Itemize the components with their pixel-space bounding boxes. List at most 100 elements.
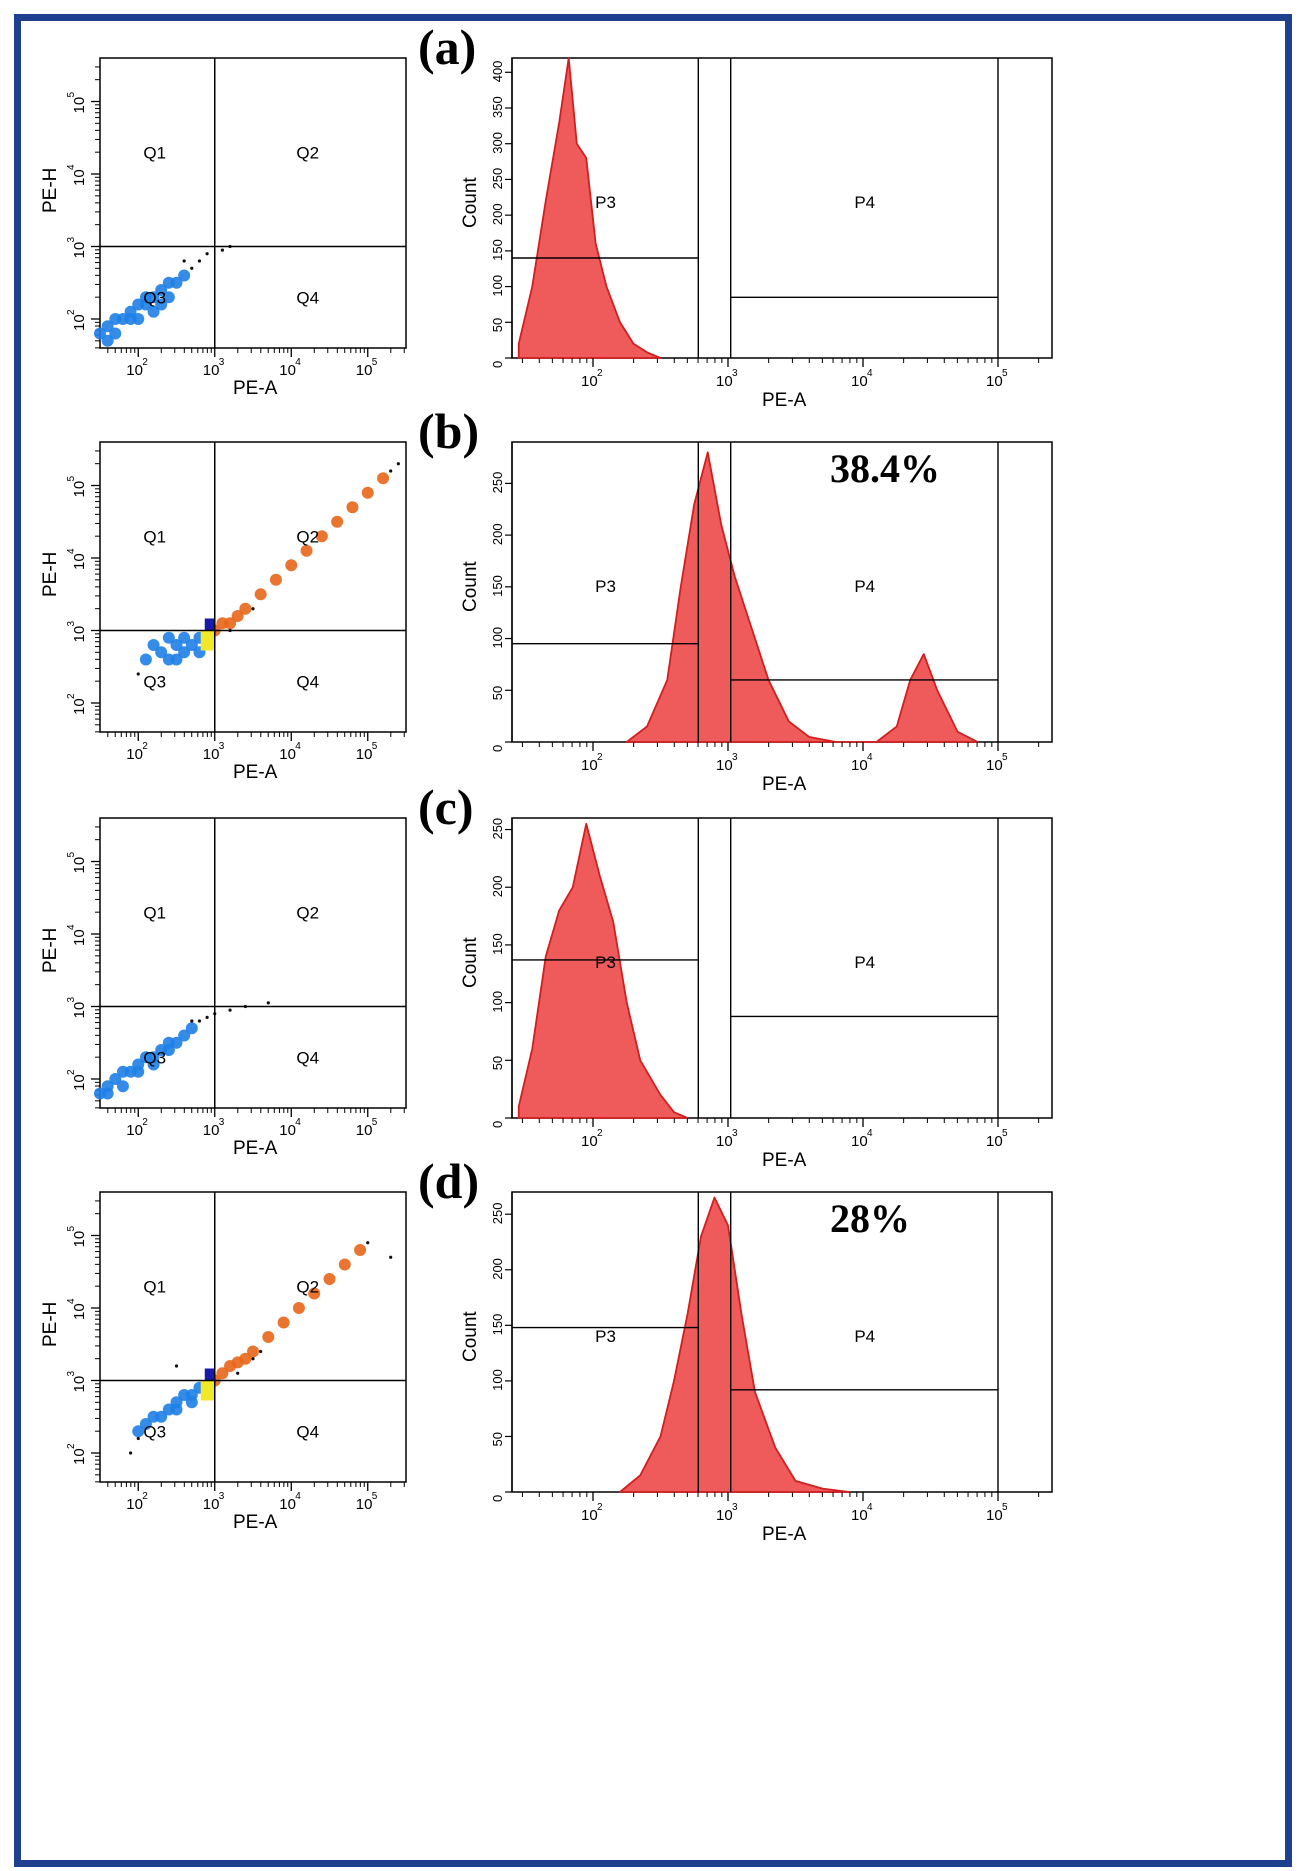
y-tick-group: 100 (490, 991, 505, 1013)
gate-label: P4 (854, 953, 875, 972)
quadrant-label-q3: Q3 (143, 288, 166, 307)
scatter-point (254, 588, 267, 601)
y-tick-label: 200 (490, 1258, 505, 1280)
y-tick-exponent: 3 (66, 237, 77, 243)
y-tick-group: 105 (66, 92, 88, 114)
gate-p4: P4 (730, 818, 999, 1118)
scatter-point (178, 1029, 191, 1042)
x-tick-exponent: 5 (1002, 368, 1008, 379)
y-axis-label: Count (460, 561, 481, 612)
x-tick-exponent: 2 (597, 368, 603, 379)
scatter-point (170, 276, 183, 289)
x-tick-exponent: 5 (372, 1491, 378, 1502)
y-tick-group: 150 (490, 933, 505, 955)
scatter-point (231, 610, 244, 622)
y-tick-exponent: 3 (66, 997, 77, 1003)
y-tick-label: 250 (490, 472, 505, 494)
x-tick-label: 10 (203, 1122, 220, 1139)
y-tick-group: 102 (66, 309, 88, 331)
x-tick-exponent: 3 (219, 357, 225, 368)
scatter-point (262, 1331, 275, 1343)
y-tick-group: 103 (66, 1371, 88, 1393)
x-tick-label: 10 (356, 1496, 373, 1513)
x-tick-label: 10 (851, 757, 868, 774)
y-axis-label-group: Count (460, 937, 481, 988)
y-axis-label-group: Count (460, 561, 481, 612)
figure-border (14, 14, 1292, 1867)
y-tick-label: 50 (490, 1432, 505, 1446)
scatter-point (170, 1036, 183, 1049)
scatter-point (185, 1396, 198, 1409)
y-tick-label: 10 (71, 1002, 88, 1019)
scatter-point (259, 1349, 263, 1354)
scatter-point (190, 266, 194, 270)
quadrant-label-q4: Q4 (296, 288, 319, 307)
x-tick-exponent: 3 (732, 1502, 738, 1513)
x-tick-label: 10 (126, 746, 143, 763)
y-tick-label: 10 (71, 97, 88, 114)
x-tick-exponent: 2 (142, 357, 148, 368)
scatter-point (361, 486, 374, 499)
scatter-point (178, 631, 191, 644)
y-tick-group: 104 (66, 164, 88, 186)
x-tick-label: 10 (986, 373, 1003, 390)
y-tick-label: 10 (71, 626, 88, 643)
scatter-point (185, 639, 198, 651)
y-tick-label: 150 (490, 239, 505, 261)
histogram-area (517, 822, 689, 1119)
x-tick-label: 10 (581, 1507, 598, 1524)
y-tick-group: 102 (66, 1443, 88, 1465)
x-tick-exponent: 4 (867, 368, 873, 379)
scatter-point (292, 1302, 305, 1314)
x-axis-label: PE-A (233, 378, 278, 399)
x-tick-label: 10 (203, 362, 220, 379)
y-tick-group: 103 (66, 237, 88, 259)
quadrant-label-q3: Q3 (143, 672, 166, 691)
y-tick-group: 350 (490, 96, 505, 118)
scatter-point (155, 646, 168, 659)
scatter-point (190, 1019, 194, 1023)
gate-low-box (200, 630, 215, 651)
population-q1q4 (182, 244, 232, 270)
scatter-point (132, 1425, 145, 1438)
population-q1q4 (129, 1241, 393, 1455)
quadrant-label-q1: Q1 (143, 143, 166, 162)
y-tick-exponent: 3 (66, 621, 77, 627)
y-tick-group: 200 (490, 1258, 505, 1280)
scatter-point (178, 269, 191, 282)
x-tick-exponent: 3 (219, 1491, 225, 1502)
scatter-point (315, 530, 328, 543)
x-tick-label: 10 (716, 757, 733, 774)
gate-p3: P3 (511, 818, 699, 1118)
y-tick-label: 10 (71, 929, 88, 946)
y-tick-group: 50 (490, 686, 505, 700)
panel-label: (c) (418, 779, 474, 835)
y-tick-group: 104 (66, 548, 88, 570)
histogram-frame (511, 441, 1053, 743)
histogram-frame (511, 1191, 1053, 1493)
scatter-point (197, 1019, 202, 1023)
scatter-point (308, 1287, 321, 1300)
y-tick-label: 250 (490, 1203, 505, 1225)
population-q1q4 (136, 462, 400, 676)
y-axis-label-group: PE-H (40, 168, 61, 213)
population-q3 (94, 269, 191, 347)
x-tick-exponent: 5 (1002, 1502, 1008, 1513)
x-tick-label: 10 (851, 1507, 868, 1524)
y-tick-group: 0 (490, 1121, 505, 1128)
gate-label: P4 (854, 577, 875, 596)
y-tick-group: 200 (490, 523, 505, 545)
scatter-point (251, 1357, 255, 1361)
x-axis-label: PE-A (762, 1150, 807, 1171)
y-tick-group: 150 (490, 575, 505, 597)
scatter-point (300, 544, 313, 557)
x-tick-label: 10 (126, 1122, 143, 1139)
x-tick-exponent: 3 (219, 741, 225, 752)
scatter-point (185, 1022, 198, 1035)
scatter-point (389, 1255, 393, 1259)
y-tick-label: 200 (490, 203, 505, 225)
scatter-point (178, 646, 191, 659)
